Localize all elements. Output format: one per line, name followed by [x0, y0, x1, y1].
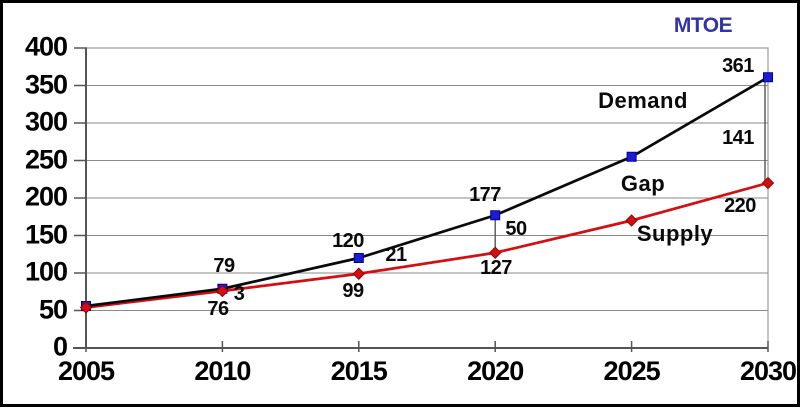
demand-marker [763, 72, 773, 83]
data-label: 141 [722, 127, 754, 149]
data-label: 79 [213, 255, 235, 277]
y-tick-label: 50 [38, 293, 68, 324]
series-label: Demand [598, 88, 688, 113]
x-tick-label: 2005 [57, 356, 115, 386]
series-label: Gap [620, 171, 666, 196]
series-label: Supply [636, 221, 714, 246]
supply-marker [216, 284, 229, 298]
y-tick-label: 200 [24, 181, 68, 212]
data-label: 177 [469, 184, 501, 206]
supply-line [85, 181, 769, 309]
data-label: 76 [207, 298, 229, 320]
y-tick-label: 250 [24, 143, 68, 174]
data-label: 99 [342, 280, 364, 302]
data-label: 127 [480, 257, 512, 279]
data-label: 120 [332, 230, 364, 252]
demand-marker [490, 210, 501, 221]
supply-marker [761, 176, 775, 190]
unit-label: MTOE [673, 14, 733, 37]
demand-marker [626, 151, 637, 162]
y-tick-label: 0 [52, 331, 68, 362]
supply-marker [352, 267, 366, 280]
supply-marker [488, 246, 502, 259]
y-tick-label: 150 [24, 218, 68, 249]
y-tick-label: 400 [24, 31, 68, 62]
supply-marker [79, 301, 93, 314]
demand-marker [353, 253, 364, 263]
y-tick-label: 350 [24, 68, 68, 99]
data-label: 21 [385, 244, 407, 266]
y-tick-label: 300 [24, 106, 68, 137]
x-tick-label: 2010 [194, 356, 251, 386]
supply-marker [625, 214, 638, 227]
data-label: 50 [505, 218, 527, 240]
data-label: 3 [233, 283, 245, 305]
y-tick-label: 100 [24, 256, 68, 287]
x-tick-label: 2025 [603, 356, 661, 386]
chart-canvas [73, 47, 775, 352]
data-label: 361 [722, 55, 754, 77]
x-tick-label: 2020 [467, 356, 524, 386]
demand-line [85, 76, 769, 308]
x-tick-label: 2015 [330, 356, 388, 386]
x-tick-label: 2030 [739, 356, 797, 386]
data-label: 220 [724, 195, 756, 217]
